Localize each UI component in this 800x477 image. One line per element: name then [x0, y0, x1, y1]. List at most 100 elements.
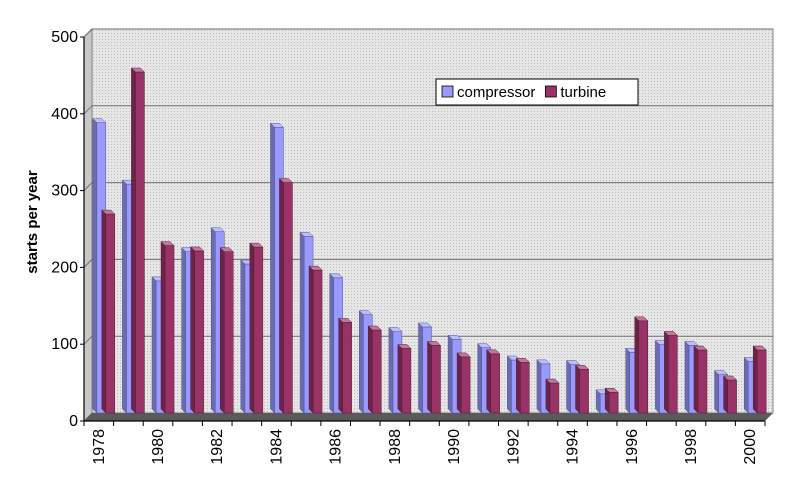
- bar-turbine-1982: [219, 247, 234, 414]
- bar-turbine-1983: [249, 242, 264, 414]
- x-tick-label: 1990: [446, 429, 463, 465]
- bar-side: [752, 345, 758, 414]
- bar-side: [655, 340, 660, 414]
- side-wall: [83, 27, 93, 423]
- x-tick-label: 1988: [387, 429, 404, 465]
- bar-front: [431, 345, 441, 414]
- x-tick-label: 1978: [91, 429, 108, 465]
- bar-compressor-1981: [181, 247, 196, 414]
- bar-turbine-1978: [101, 209, 116, 414]
- bar-side: [486, 349, 491, 414]
- bar-front: [697, 349, 708, 414]
- bar-side: [101, 209, 107, 414]
- bar-front: [342, 322, 352, 414]
- bar-turbine-1981: [190, 246, 205, 414]
- y-tick-label: 400: [51, 106, 78, 123]
- y-tick-label: 200: [51, 259, 78, 276]
- bar-compressor-1989: [417, 322, 433, 414]
- x-tick-label: 1994: [565, 429, 582, 465]
- bar-turbine-1985: [308, 265, 323, 414]
- bar-side: [693, 345, 699, 414]
- bar-front: [490, 353, 500, 414]
- bar-side: [299, 231, 305, 414]
- bar-side: [92, 118, 98, 414]
- bar-front: [164, 245, 175, 414]
- bar-side: [359, 310, 364, 414]
- gridline-side: [83, 259, 93, 268]
- bar-compressor-1996: [625, 347, 640, 414]
- bar-side: [427, 340, 432, 414]
- bar-side: [625, 347, 631, 414]
- bar-front: [312, 269, 323, 414]
- bar-turbine-1994: [574, 364, 590, 414]
- bar-front: [460, 356, 471, 414]
- bar-front: [608, 392, 619, 414]
- x-tick-label: 1992: [505, 429, 522, 465]
- bar-side: [723, 375, 728, 414]
- legend-box: [435, 78, 639, 106]
- bar-side: [477, 343, 482, 414]
- floor: [84, 413, 773, 421]
- bar-side: [338, 317, 343, 414]
- bar-turbine-1979: [130, 67, 146, 414]
- bar-side: [388, 326, 394, 414]
- bar-compressor-1984: [269, 122, 285, 414]
- bar-front: [756, 349, 767, 414]
- bar-side: [604, 387, 610, 414]
- legend-swatch-compressor: [441, 85, 454, 98]
- bar-compressor-1988: [388, 326, 403, 414]
- bar-turbine-1989: [426, 340, 442, 414]
- bar-turbine-1987: [367, 325, 382, 414]
- legend-swatch-turbine: [544, 85, 557, 98]
- x-tick-label: 1984: [268, 429, 285, 465]
- bar-side: [684, 340, 690, 414]
- gridlines: [83, 28, 773, 345]
- bar-side: [634, 316, 640, 414]
- bar-side: [249, 242, 255, 414]
- bar-front: [401, 348, 412, 414]
- gridline-side: [83, 105, 93, 115]
- bar-compressor-1987: [358, 310, 373, 414]
- bar-side: [181, 247, 186, 414]
- bar-front: [579, 368, 589, 414]
- bar-turbine-1990: [456, 352, 471, 414]
- bar-front: [727, 379, 737, 414]
- bar-side: [545, 378, 551, 414]
- bar-front: [194, 250, 204, 414]
- bar-front: [372, 329, 382, 414]
- bar-front: [520, 362, 530, 414]
- bar-side: [456, 352, 462, 414]
- bar-front: [638, 320, 649, 414]
- y-axis-title: starts per year: [24, 170, 41, 274]
- bar-side: [210, 227, 216, 414]
- y-tick-label: 300: [51, 183, 78, 200]
- gridline-side: [83, 335, 93, 345]
- bar-side: [270, 122, 275, 414]
- y-tick-label: 100: [51, 336, 78, 353]
- gridline-side: [83, 28, 93, 38]
- bar-turbine-1999: [722, 375, 738, 414]
- x-tick-label: 1998: [683, 429, 700, 465]
- bar-side: [743, 356, 749, 414]
- x-tick-label: 1996: [624, 429, 641, 465]
- bar-side: [566, 360, 571, 414]
- bar-front: [549, 382, 560, 414]
- bar-side: [190, 246, 195, 414]
- bar-side: [122, 179, 127, 414]
- bar-front: [105, 213, 116, 414]
- bar-turbine-1984: [278, 177, 294, 414]
- bar-front: [668, 335, 678, 414]
- bar-compressor-1991: [477, 343, 492, 414]
- bar-compressor-1982: [210, 227, 225, 414]
- bar-turbine-1992: [515, 357, 530, 414]
- bar-side: [595, 389, 601, 414]
- legend: compressor turbine: [435, 78, 639, 106]
- bar-side: [151, 276, 157, 414]
- gridline-side: [83, 182, 93, 191]
- y-tick-label: 500: [51, 29, 78, 46]
- bar-side: [575, 364, 580, 414]
- bar-side: [131, 67, 136, 414]
- bar-side: [447, 334, 453, 414]
- bar-compressor-1985: [299, 231, 314, 414]
